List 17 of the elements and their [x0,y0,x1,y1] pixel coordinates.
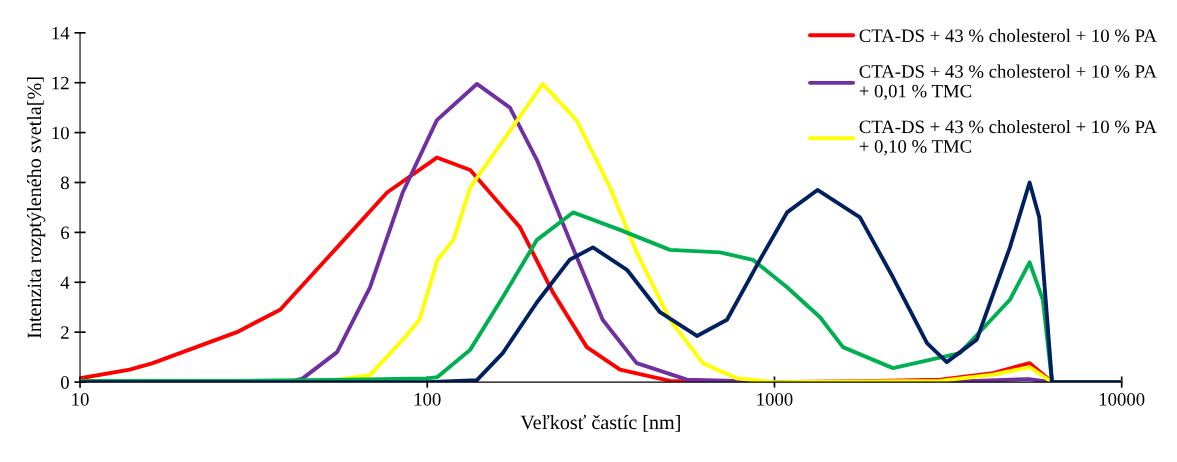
y-tick-label: 4 [60,276,70,289]
y-tick-label: 12 [52,76,69,90]
x-tick-label: 10000 [1099,393,1145,406]
y-axis-title: Intenzita rozptýleného svetla[%] [26,77,46,339]
legend-label: CTA-DS + 43 % cholesterol + 10 % PA + 0,10 % TMC [859,119,1157,156]
y-tick-label: 8 [60,176,69,190]
legend-label: CTA-DS + 43 % cholesterol + 10 % PA + 0,01 % TMC [859,64,1157,101]
legend-label: CTA-DS + 43 % cholesterol + 10 % PA [859,28,1157,43]
y-tick-label: 14 [52,26,70,40]
x-tick-label: 100 [414,393,441,406]
y-tick-label: 0 [60,376,69,389]
y-tick-label: 10 [52,126,69,140]
y-tick-label: 2 [61,326,69,339]
y-tick-label: 6 [61,226,70,240]
x-axis-title: Veľkosť častíc [nm] [520,414,680,432]
x-tick-label: 10 [72,393,89,406]
x-tick-label: 1000 [757,393,793,406]
